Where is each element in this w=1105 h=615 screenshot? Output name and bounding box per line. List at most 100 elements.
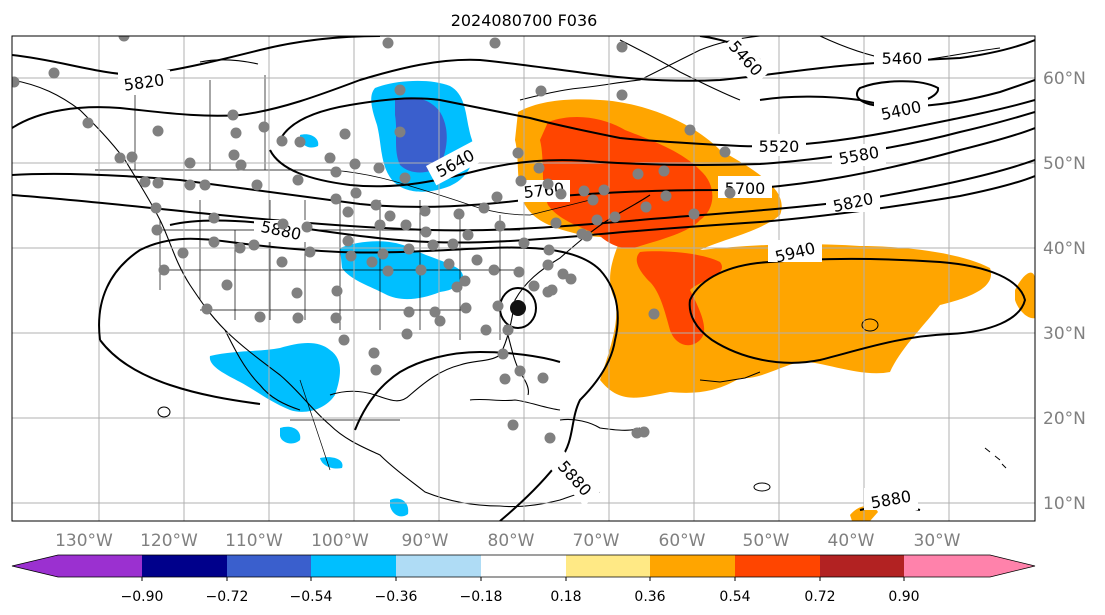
lon-label: 40°W xyxy=(828,531,875,551)
station-dot xyxy=(258,121,270,133)
station-dot xyxy=(401,328,413,340)
station-dot xyxy=(403,243,415,255)
station-dot xyxy=(228,149,240,161)
station-dot xyxy=(330,193,342,205)
colorbar-extend-low xyxy=(12,555,58,577)
station-dot xyxy=(719,146,731,158)
station-dot xyxy=(638,426,650,438)
station-dot xyxy=(373,162,385,174)
station-dot xyxy=(616,41,628,53)
station-dot xyxy=(492,300,504,312)
colorbar-segment xyxy=(227,555,311,577)
colorbar-tick-label: 0.18 xyxy=(550,589,581,605)
station-dot xyxy=(632,168,644,180)
station-dot xyxy=(139,176,151,188)
colorbar-tick-label: −0.18 xyxy=(460,589,503,605)
station-dot xyxy=(235,159,247,171)
station-dot xyxy=(221,279,233,291)
lon-label: 130°W xyxy=(55,531,113,551)
station-dot xyxy=(184,179,196,191)
station-dot xyxy=(616,89,628,101)
station-dot xyxy=(399,172,411,184)
lat-label: 40°N xyxy=(1043,239,1086,259)
station-dot xyxy=(688,208,700,220)
colorbar-segment xyxy=(566,555,650,577)
colorbar xyxy=(11,554,1036,581)
station-dot xyxy=(427,239,439,251)
station-dot xyxy=(543,244,555,256)
station-dot xyxy=(415,264,427,276)
station-dot xyxy=(366,256,378,268)
longitude-axis: 130°W 120°W 110°W 100°W 90°W 80°W 70°W 6… xyxy=(55,531,961,551)
lon-label: 90°W xyxy=(402,531,449,551)
colorbar-segment xyxy=(650,555,735,577)
station-dot xyxy=(491,191,503,203)
station-dot xyxy=(227,109,239,121)
lon-label: 110°W xyxy=(225,531,283,551)
station-dot xyxy=(294,136,306,148)
lat-label: 20°N xyxy=(1043,409,1086,429)
station-dot xyxy=(291,287,303,299)
lon-label: 120°W xyxy=(140,531,198,551)
station-dot xyxy=(151,224,163,236)
station-dot xyxy=(578,185,590,197)
station-dot xyxy=(542,259,554,271)
station-dot xyxy=(338,334,350,346)
lon-label: 80°W xyxy=(488,531,535,551)
station-dot xyxy=(126,151,138,163)
station-dot xyxy=(330,166,342,178)
lon-label: 70°W xyxy=(573,531,620,551)
station-dot xyxy=(251,179,263,191)
colorbar-tick-label: −0.90 xyxy=(121,589,164,605)
station-dot xyxy=(230,127,242,139)
station-dot xyxy=(528,280,540,292)
contour-label: 5520 xyxy=(759,137,800,156)
station-dot xyxy=(557,268,569,280)
station-dot xyxy=(419,205,431,217)
station-dot xyxy=(150,202,162,214)
station-dot xyxy=(497,348,509,360)
station-dot xyxy=(724,187,736,199)
station-dot xyxy=(565,273,577,285)
station-dot xyxy=(324,152,336,164)
station-dot xyxy=(480,324,492,336)
station-dot xyxy=(384,210,396,222)
station-dot xyxy=(460,302,472,314)
station-markers xyxy=(12,36,736,444)
station-dot xyxy=(512,147,524,159)
station-dot xyxy=(394,126,406,138)
station-dot xyxy=(377,248,389,260)
colorbar-extend-high xyxy=(990,555,1035,577)
station-dot xyxy=(434,315,446,327)
station-dot xyxy=(330,312,342,324)
station-dot xyxy=(546,284,558,296)
station-dot xyxy=(152,125,164,137)
station-dot xyxy=(591,214,603,226)
station-dot xyxy=(660,190,672,202)
station-dot xyxy=(342,206,354,218)
lon-label: 30°W xyxy=(914,531,961,551)
station-dot xyxy=(518,237,530,249)
chart-title: 2024080700 F036 xyxy=(451,11,598,30)
station-dot xyxy=(82,117,94,129)
lat-label: 30°N xyxy=(1043,324,1086,344)
station-dot xyxy=(507,419,519,431)
station-dot xyxy=(248,239,260,251)
station-dot xyxy=(114,152,126,164)
station-dot xyxy=(462,229,474,241)
contour-label: 5460 xyxy=(882,49,923,68)
station-dot xyxy=(184,157,196,169)
station-dot xyxy=(471,254,483,266)
station-dot xyxy=(331,285,343,297)
station-dot xyxy=(276,135,288,147)
station-dot xyxy=(276,256,288,268)
station-dot xyxy=(208,212,220,224)
station-dot xyxy=(368,347,380,359)
station-dot xyxy=(658,165,670,177)
station-dot xyxy=(555,188,567,200)
station-dot xyxy=(342,235,354,247)
station-dot xyxy=(339,128,351,140)
station-dot xyxy=(199,179,211,191)
lat-label: 10°N xyxy=(1043,494,1086,514)
